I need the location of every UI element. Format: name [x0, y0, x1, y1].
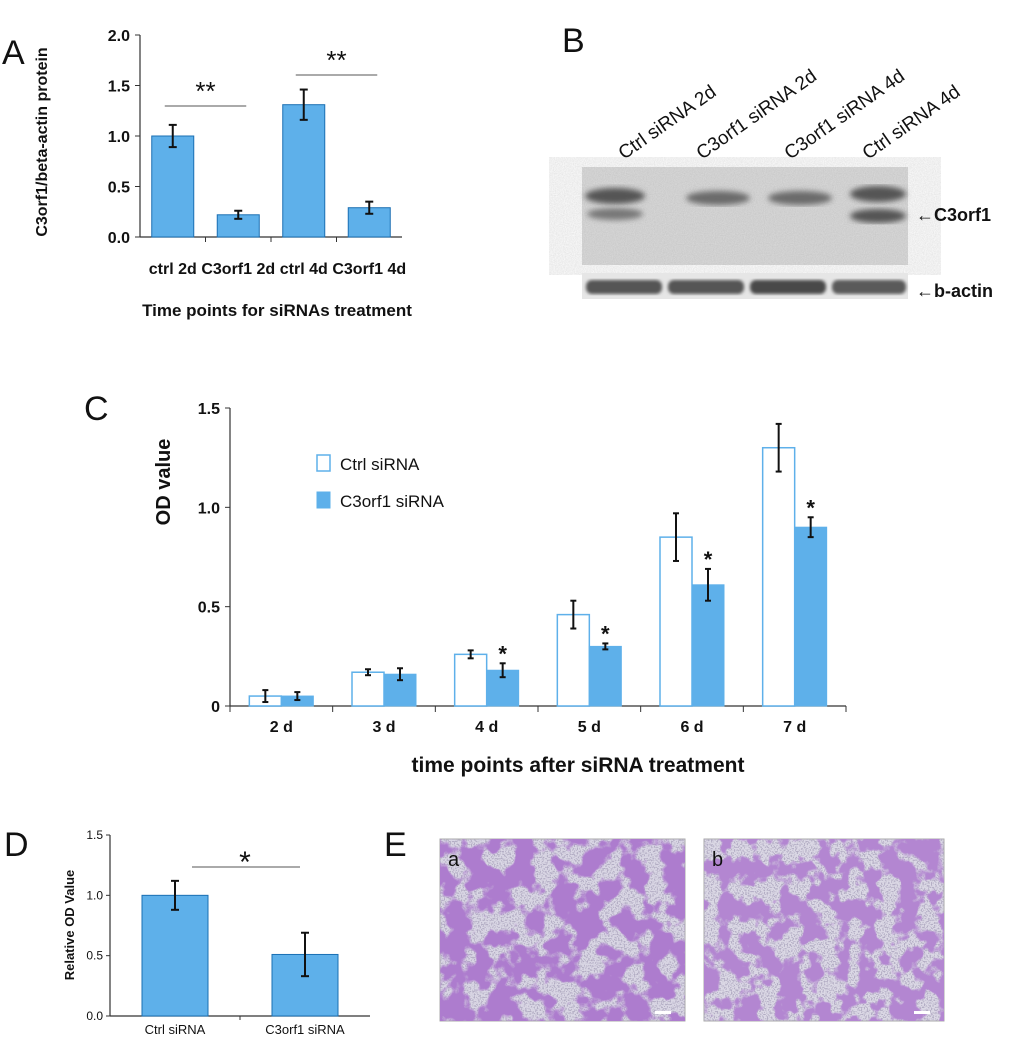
y-tick-label: 0.0 — [86, 1009, 103, 1023]
y-tick-label: 0.5 — [86, 949, 103, 963]
x-tick-label: 6 d — [680, 719, 703, 736]
panel-letter-d: D — [4, 826, 29, 864]
blot-bands-actin — [586, 280, 906, 294]
y-axis-label: OD value — [153, 439, 175, 526]
x-axis-label: time points after siRNA treatment — [412, 754, 745, 777]
legend-label-c3orf1: C3orf1 siRNA — [340, 492, 445, 511]
panel-letter-e: E — [384, 826, 407, 864]
x-tick-label: 5 d — [578, 719, 601, 736]
x-tick-label: Ctrl siRNA — [145, 1022, 206, 1037]
y-tick-label: 1.0 — [108, 129, 130, 146]
y-tick-label: 0.0 — [108, 230, 130, 247]
x-tick-label: C3orf1 4d — [332, 261, 406, 278]
legend-label-ctrl: Ctrl siRNA — [340, 455, 420, 474]
bar-ctrl — [761, 446, 796, 707]
legend-swatch-c3orf1 — [316, 491, 331, 509]
significance-label: * — [704, 547, 713, 572]
y-tick-label: 0 — [211, 699, 220, 716]
micrograph-a-label: a — [448, 849, 460, 871]
y-tick-label: 2.0 — [108, 28, 130, 45]
legend-swatch-ctrl — [316, 454, 331, 472]
micrograph-b-label: b — [712, 849, 723, 871]
bar-ctrl — [351, 671, 385, 707]
y-axis-label: Relative OD Value — [62, 870, 77, 981]
blot-label-actin: ←b-actin — [916, 281, 993, 301]
y-tick-label: 1.0 — [198, 500, 220, 517]
significance-label: * — [498, 641, 507, 666]
y-axis-label: C3orf1/beta-actin protein — [34, 47, 51, 236]
blot-label-c3orf1: ←C3orf1 — [916, 205, 991, 225]
blot-bands-c3orf1 — [587, 208, 906, 223]
significance-label: ** — [195, 76, 215, 106]
panel-letter-b: B — [562, 22, 585, 60]
y-tick-label: 0.5 — [108, 180, 130, 197]
micrograph-b: b — [703, 838, 945, 1022]
panel-letter-c: C — [84, 390, 109, 428]
x-tick-label: 7 d — [783, 719, 806, 736]
bar-c3orf1 — [588, 645, 622, 707]
chart-c: 0 0.5 1.0 1.5 2 d 3 d * 4 d * 5 d * 6 d * 7 d Ctrl siR… — [153, 401, 847, 777]
bar-c3orf1 — [794, 526, 828, 707]
x-tick-label: 4 d — [475, 719, 498, 736]
bar — [282, 104, 326, 238]
bar-c3orf1 — [691, 584, 725, 707]
bar — [141, 894, 209, 1017]
bar-ctrl — [453, 653, 488, 707]
significance-label: ** — [326, 45, 346, 75]
x-tick-label: C3orf1 2d — [201, 261, 275, 278]
y-tick-label: 1.5 — [86, 828, 103, 842]
x-tick-label: C3orf1 siRNA — [265, 1022, 345, 1037]
bar — [271, 953, 339, 1017]
scale-bar — [655, 1011, 671, 1014]
x-tick-label: ctrl 2d — [149, 261, 197, 278]
significance-label: * — [806, 495, 815, 520]
chart-d: 0.0 0.5 1.0 1.5 Ctrl siRNA C3orf1 siRNA * Relat… — [62, 828, 370, 1037]
x-axis-label: Time points for siRNAs treatment — [142, 301, 412, 320]
y-tick-label: 1.0 — [86, 888, 103, 902]
significance-label: * — [239, 846, 251, 879]
micrograph-a: a — [439, 838, 686, 1022]
bar — [151, 135, 195, 238]
significance-label: * — [601, 621, 610, 646]
x-tick-label: ctrl 4d — [280, 261, 328, 278]
bar-ctrl — [659, 536, 693, 707]
panel-letter-a: A — [2, 34, 25, 72]
y-tick-label: 1.5 — [108, 79, 130, 96]
x-tick-label: 3 d — [372, 719, 395, 736]
blot-bands-upper — [585, 186, 906, 205]
x-tick-label: 2 d — [270, 719, 293, 736]
scale-bar — [914, 1011, 930, 1014]
y-tick-label: 1.5 — [198, 401, 220, 418]
y-tick-label: 0.5 — [198, 600, 220, 617]
